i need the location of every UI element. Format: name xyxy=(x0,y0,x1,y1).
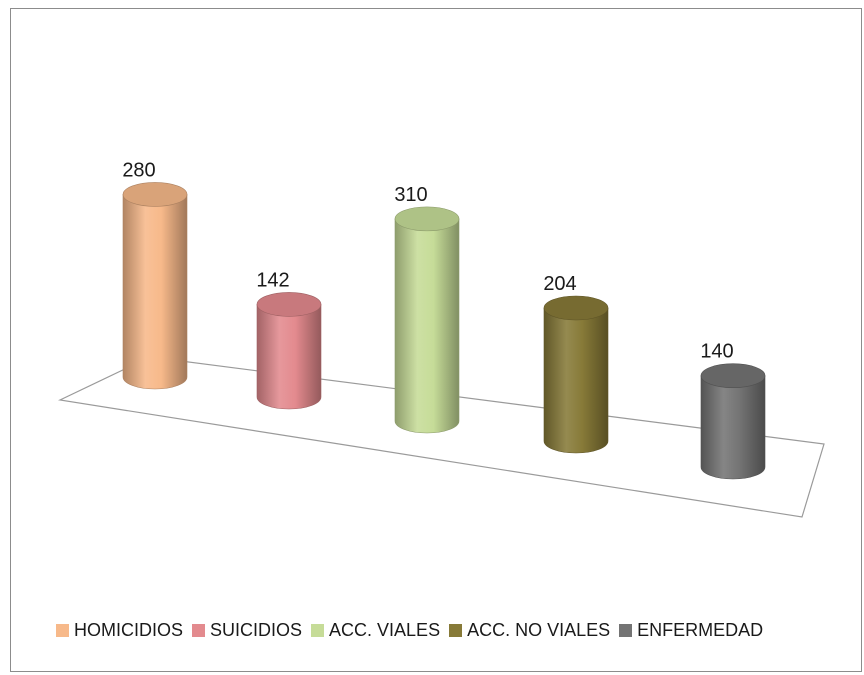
legend-label-acc-no-viales: ACC. NO VIALES xyxy=(467,620,611,640)
legend-label-enfermedad: ENFERMEDAD xyxy=(637,620,764,640)
data-label-acc-viales: 310 xyxy=(394,184,427,206)
chart-floor xyxy=(57,356,825,518)
data-label-acc-no-viales: 204 xyxy=(543,273,576,295)
legend-swatch-suicidios xyxy=(192,624,206,637)
legend-item-acc-no-viales: ACC. NO VIALES xyxy=(449,620,610,641)
bar-homicidios xyxy=(122,182,188,390)
legend-item-homicidios: HOMICIDIOS xyxy=(56,620,183,641)
legend-item-enfermedad: ENFERMEDAD xyxy=(619,620,763,641)
legend: HOMICIDIOS SUICIDIOS ACC. VIALES ACC. NO… xyxy=(56,620,772,641)
data-label-enfermedad: 140 xyxy=(700,341,733,363)
legend-label-suicidios: SUICIDIOS xyxy=(210,620,303,640)
bar-suicidios xyxy=(256,292,322,410)
legend-swatch-acc-viales xyxy=(311,624,325,637)
bar-acc-viales xyxy=(394,206,460,434)
legend-swatch-acc-no-viales xyxy=(449,624,463,637)
legend-swatch-homicidios xyxy=(56,624,69,637)
legend-label-homicidios: HOMICIDIOS xyxy=(74,620,184,640)
legend-label-acc-viales: ACC. VIALES xyxy=(329,620,441,640)
data-label-homicidios: 280 xyxy=(122,159,155,181)
data-label-suicidios: 142 xyxy=(256,269,289,291)
bar-acc-no-viales xyxy=(543,295,609,454)
legend-item-acc-viales: ACC. VIALES xyxy=(311,620,440,641)
legend-swatch-enfermedad xyxy=(619,624,633,637)
bar-enfermedad xyxy=(700,363,766,480)
legend-item-suicidios: SUICIDIOS xyxy=(192,620,302,641)
